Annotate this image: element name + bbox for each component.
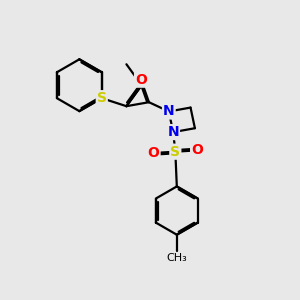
Text: N: N bbox=[163, 104, 175, 118]
Text: O: O bbox=[191, 143, 203, 158]
Text: S: S bbox=[97, 91, 107, 105]
Text: O: O bbox=[135, 73, 147, 87]
Text: CH₃: CH₃ bbox=[167, 253, 187, 262]
Text: N: N bbox=[167, 125, 179, 139]
Text: O: O bbox=[148, 146, 160, 160]
Text: S: S bbox=[170, 145, 180, 159]
